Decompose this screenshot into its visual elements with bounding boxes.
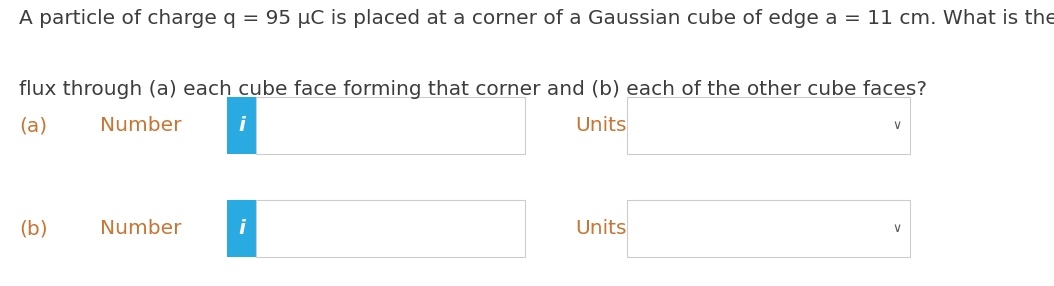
Text: A particle of charge q = 95 μC is placed at a corner of a Gaussian cube of edge : A particle of charge q = 95 μC is placed… <box>19 9 1054 27</box>
FancyBboxPatch shape <box>627 200 910 257</box>
Text: (a): (a) <box>19 116 47 135</box>
Text: i: i <box>238 116 245 135</box>
FancyBboxPatch shape <box>227 97 256 154</box>
Text: Number: Number <box>100 219 181 238</box>
Text: Number: Number <box>100 116 181 135</box>
Text: flux through (a) each cube face forming that corner and (b) each of the other cu: flux through (a) each cube face forming … <box>19 80 926 99</box>
Text: ∨: ∨ <box>893 222 901 235</box>
FancyBboxPatch shape <box>227 200 256 257</box>
FancyBboxPatch shape <box>256 200 525 257</box>
Text: (b): (b) <box>19 219 47 238</box>
Text: ∨: ∨ <box>893 119 901 132</box>
Text: Units: Units <box>575 219 627 238</box>
FancyBboxPatch shape <box>256 97 525 154</box>
Text: i: i <box>238 219 245 238</box>
FancyBboxPatch shape <box>627 97 910 154</box>
Text: Units: Units <box>575 116 627 135</box>
